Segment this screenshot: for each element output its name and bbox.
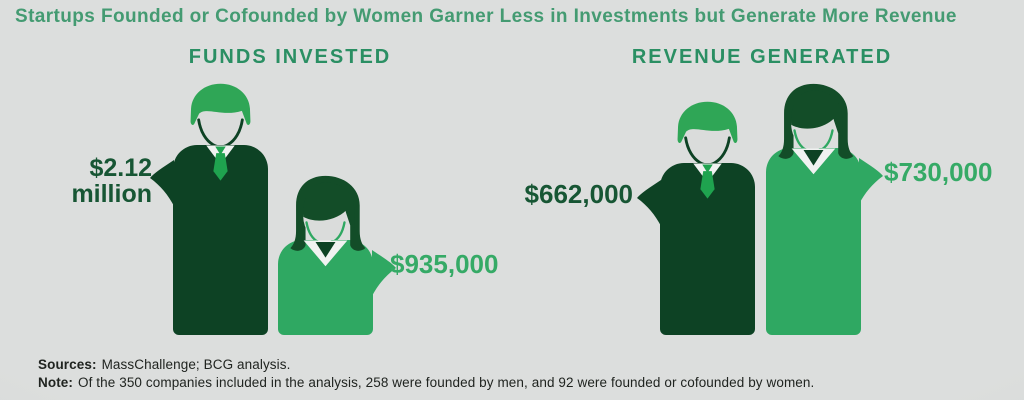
man-figure-funds: [150, 81, 268, 335]
woman-body: [766, 148, 861, 335]
man-figure-revenue: [637, 99, 755, 335]
note-line: Note: Of the 350 companies included in th…: [38, 375, 814, 390]
value-label-revenue-women: $730,000: [884, 157, 993, 187]
woman-figure-funds: [278, 174, 396, 335]
value-label-funds-men: $2.12 million: [71, 154, 152, 208]
section-header-revenue-generated: REVENUE GENERATED: [631, 46, 893, 68]
woman-icon: [777, 82, 855, 175]
note-text: Of the 350 companies included in the ana…: [78, 375, 815, 390]
woman-icon: [289, 174, 367, 267]
note-label: Note:: [38, 375, 73, 390]
sources-label: Sources:: [38, 357, 97, 372]
woman-figure-revenue: [766, 82, 883, 335]
speech-tail-right: [859, 158, 883, 204]
man-icon: [189, 81, 252, 182]
value-label-revenue-men: $662,000: [524, 179, 633, 209]
section-header-funds-invested: FUNDS INVESTED: [188, 46, 392, 68]
man-icon: [676, 99, 739, 200]
speech-tail-left: [150, 160, 174, 206]
sources-text: MassChallenge; BCG analysis.: [101, 357, 291, 372]
speech-tail-left: [637, 180, 661, 226]
sources-line: Sources: MassChallenge; BCG analysis.: [38, 357, 290, 372]
value-label-funds-women: $935,000: [390, 249, 499, 279]
chart-title: Startups Founded or Cofounded by Women G…: [15, 6, 957, 27]
